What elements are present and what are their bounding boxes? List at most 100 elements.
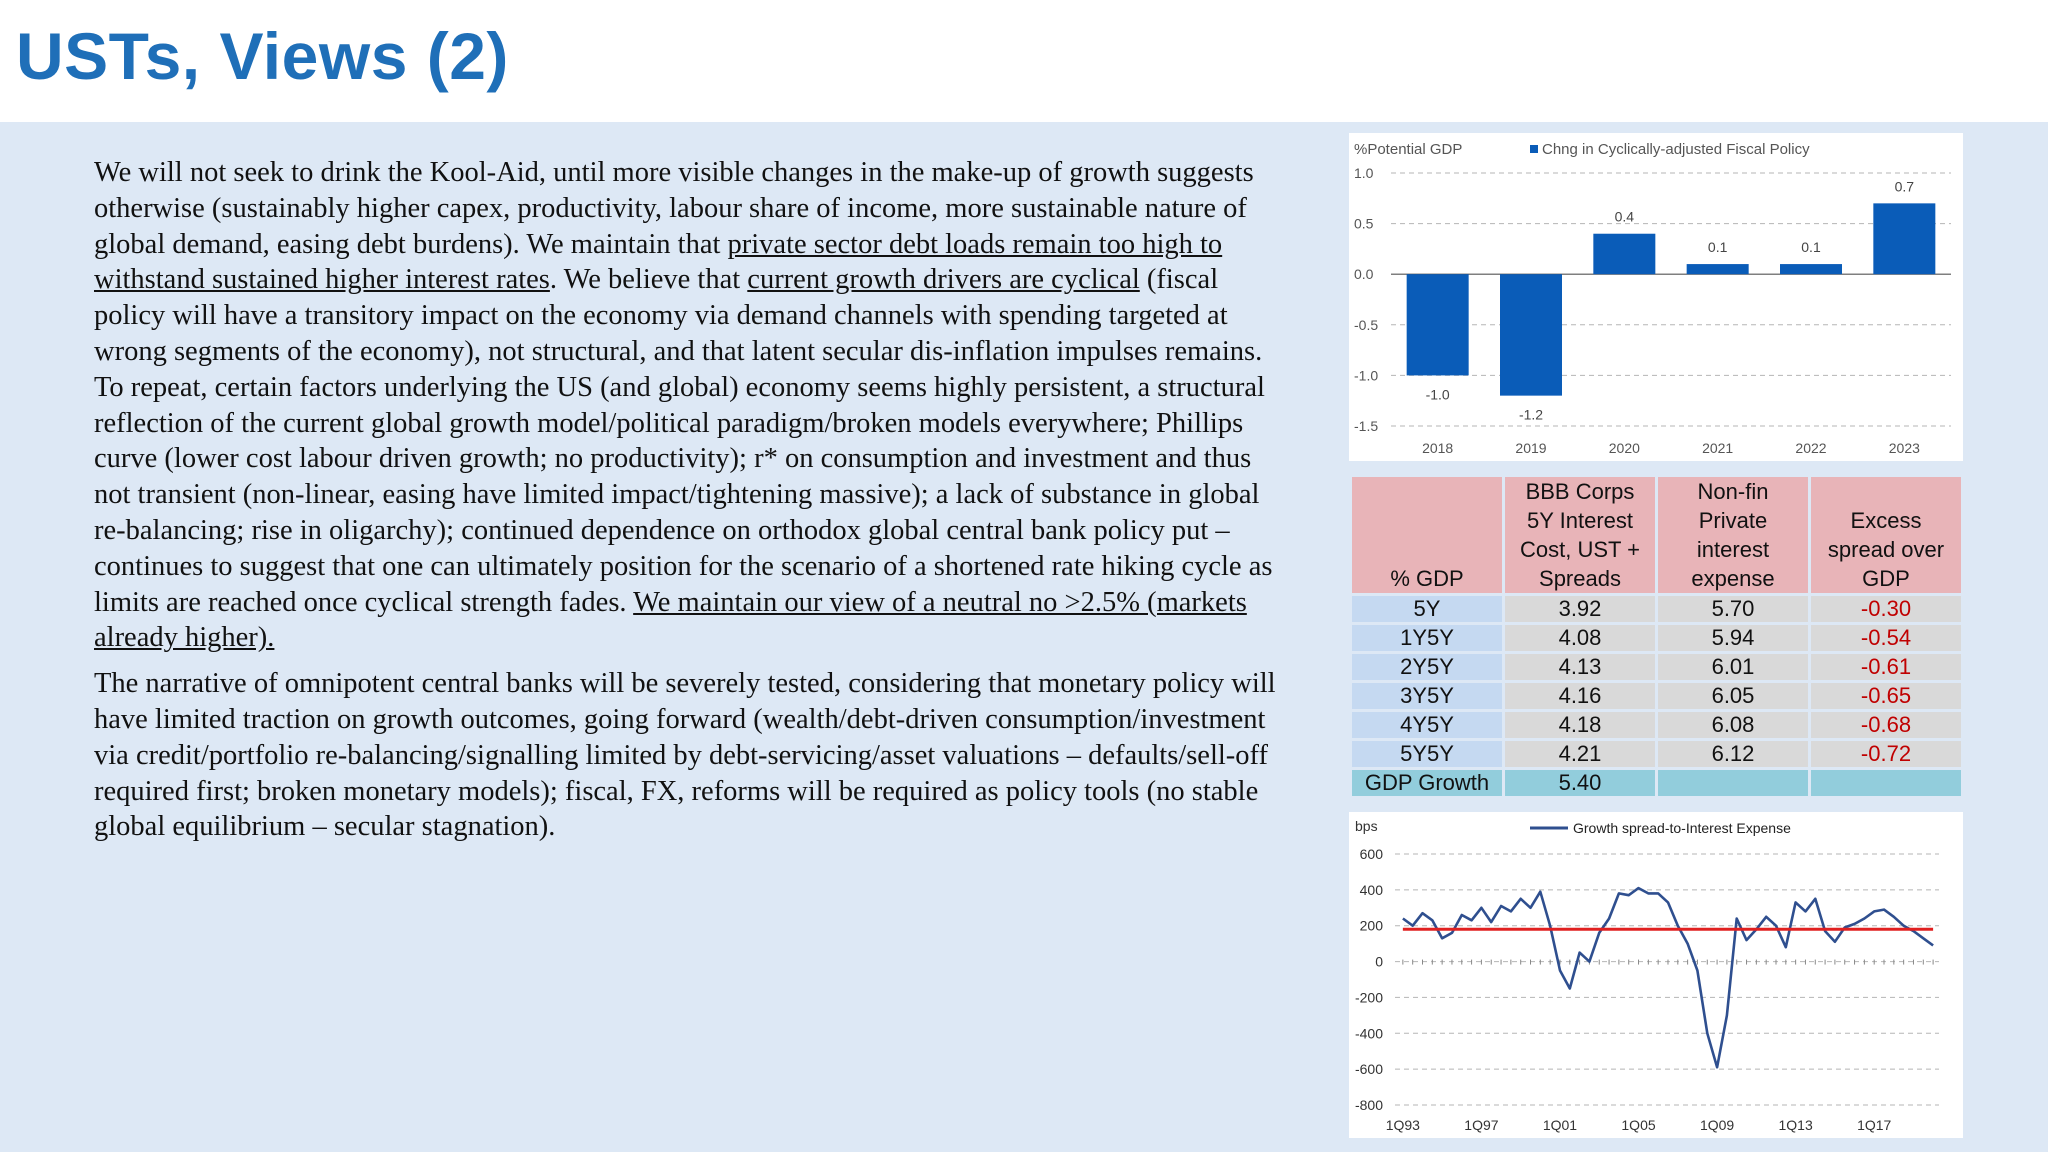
table-header-cell: Non-fin Private interest expense [1658,477,1808,593]
table-cell: -0.65 [1811,683,1961,709]
bar [1593,233,1656,275]
table-row: 1Y5Y 4.08 5.94 -0.54 [1352,625,1961,651]
table-row-label: 5Y5Y [1352,741,1502,767]
table-row: 5Y 3.92 5.70 -0.30 [1352,596,1961,622]
para1-text-c: (fiscal policy will have a transitory im… [94,264,1273,618]
x-tick-label: 1Q97 [1464,1117,1498,1133]
table-cell: 6.01 [1658,654,1808,680]
y-tick-label: 0.5 [1354,216,1374,232]
table-row-label: 3Y5Y [1352,683,1502,709]
table-cell: 6.12 [1658,741,1808,767]
table-cell: 6.05 [1658,683,1808,709]
y-tick-label: 600 [1360,846,1384,862]
table-row: 3Y5Y 4.16 6.05 -0.65 [1352,683,1961,709]
x-tick-label: 2021 [1702,440,1733,456]
bar [1500,274,1562,396]
table-cell: -0.68 [1811,712,1961,738]
fiscal-policy-chart-svg: 1.0 0.5 0.0 -0.5 -1.0 -1.5 %Potential GDP Chng … [1354,141,1951,456]
data-label: 0.1 [1801,239,1821,255]
table-header-cell: % GDP [1352,477,1502,593]
data-label: 0.7 [1895,178,1915,194]
table-header-line: 5Y Interest [1527,508,1633,533]
growth-spread-chart: 600 400 200 0 -200 -400 -600 -800 1Q93 1Q97 1Q01 1Q… [1349,812,1963,1138]
bar [1406,274,1469,376]
y-tick-label: -1.5 [1354,418,1378,434]
bar [1873,203,1936,275]
data-label: -1.2 [1519,407,1543,423]
table-header-cell: Excess spread over GDP [1811,477,1961,593]
table-cell: 4.18 [1505,712,1655,738]
x-tick-label: 1Q05 [1621,1117,1655,1133]
y-tick-label: -1.0 [1354,367,1378,383]
table-cell: 5.70 [1658,596,1808,622]
y-tick-label: 0 [1375,954,1383,970]
table-header-line: BBB Corps [1525,479,1635,504]
y-tick-label: -600 [1355,1061,1383,1077]
y-tick-label: 200 [1360,918,1384,934]
interest-cost-table: % GDP BBB Corps 5Y Interest Cost, UST + Spre… [1349,474,1964,799]
table-header-row: % GDP BBB Corps 5Y Interest Cost, UST + Spre… [1352,477,1961,593]
series-line-growth-spread [1402,886,1934,1069]
y-tick-label: -200 [1355,989,1383,1005]
table-header-line: spread over [1827,537,1945,562]
x-tick-label: 1Q01 [1543,1117,1577,1133]
paragraph-2: The narrative of omnipotent central bank… [94,668,1276,843]
table-cell: 3.92 [1505,596,1655,622]
table-cell: -0.54 [1811,625,1961,651]
table-footer-row: GDP Growth 5.40 [1352,770,1961,796]
data-label: -1.0 [1426,386,1450,402]
y-tick-label: 1.0 [1354,165,1374,181]
table-header-line: GDP [1862,566,1910,591]
para1-underline-2: current growth drivers are cyclical [747,264,1140,296]
table-cell: 5.40 [1505,770,1655,796]
x-tick-label: 2019 [1515,440,1546,456]
table-cell: 4.21 [1505,741,1655,767]
table-header-cell: BBB Corps 5Y Interest Cost, UST + Spreads [1505,477,1655,593]
commentary-text: We will not seek to drink the Kool-Aid, … [94,155,1294,855]
table-cell: -0.72 [1811,741,1961,767]
y-tick-label: -800 [1355,1097,1383,1113]
y-tick-label: 0.0 [1354,266,1374,282]
table-header-line: % GDP [1390,566,1464,591]
fiscal-policy-chart: 1.0 0.5 0.0 -0.5 -1.0 -1.5 %Potential GDP Chng … [1349,133,1963,461]
y-axis-title: bps [1355,818,1378,834]
table-cell: -0.30 [1811,596,1961,622]
table-cell [1811,770,1961,796]
y-tick-label: -400 [1355,1025,1383,1041]
table-cell: 4.08 [1505,625,1655,651]
x-tick-label: 2018 [1422,440,1453,456]
table-header-line: interest [1696,537,1770,562]
x-tick-label: 2022 [1795,440,1826,456]
x-tick-label: 2020 [1609,440,1640,456]
bar [1686,264,1749,275]
table-header-line: Spreads [1539,566,1621,591]
table-cell: -0.61 [1811,654,1961,680]
table-cell: 4.13 [1505,654,1655,680]
table-row: 4Y5Y 4.18 6.08 -0.68 [1352,712,1961,738]
para1-text-a: We will not seek to drink the Kool-Aid, … [94,157,1254,260]
data-label: 0.4 [1615,209,1635,225]
table-cell: 4.16 [1505,683,1655,709]
x-tick-label: 1Q09 [1700,1117,1734,1133]
table-row: 5Y5Y 4.21 6.12 -0.72 [1352,741,1961,767]
table-cell [1658,770,1808,796]
page-title: USTs, Views (2) [16,19,509,93]
table-row-label: 2Y5Y [1352,654,1502,680]
table-header-line: Private [1698,508,1768,533]
table-row-label: 4Y5Y [1352,712,1502,738]
bar [1780,264,1842,275]
table-header-line: expense [1691,566,1775,591]
y-tick-label: 400 [1360,882,1384,898]
legend-label: Growth spread-to-Interest Expense [1573,820,1791,836]
data-label: 0.1 [1708,239,1728,255]
para1-underline-3: We maintain our view of a neutral no >2.… [94,586,1247,654]
legend-swatch [1530,145,1538,153]
x-tick-label: 1Q13 [1779,1117,1813,1133]
para1-underline-1: private sector debt loads remain too hig… [94,228,1223,296]
legend-label: Chng in Cyclically-adjusted Fiscal Polic… [1542,141,1810,158]
table-header-line: Excess [1850,508,1922,533]
table-row-label: 5Y [1352,596,1502,622]
table-cell: 5.94 [1658,625,1808,651]
table-row-label: 1Y5Y [1352,625,1502,651]
